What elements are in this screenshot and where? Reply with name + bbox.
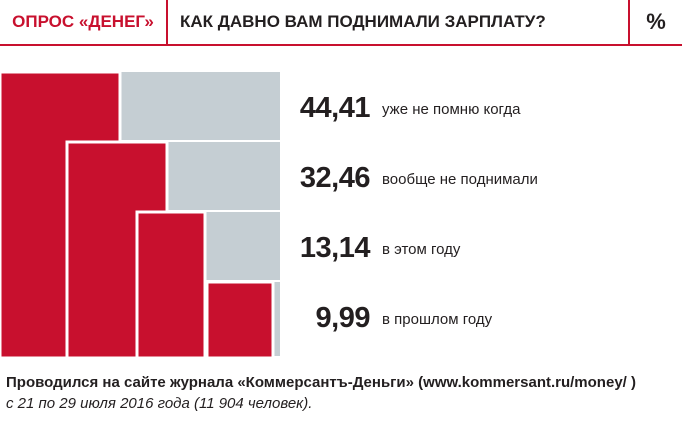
data-label: 44,41 [299,92,371,124]
bar [135,210,207,360]
category-label: в этом году [382,241,461,258]
footnote-source: Проводился на сайте журнала «Коммерсантъ… [6,374,636,391]
data-label: 32,46 [299,162,371,194]
chart-header: ОПРОС «ДЕНЕГ» КАК ДАВНО ВАМ ПОДНИМАЛИ ЗА… [0,0,682,46]
chart-title: КАК ДАВНО ВАМ ПОДНИМАЛИ ЗАРПЛАТУ? [180,12,546,31]
unit-label: % [646,9,666,34]
category-label: уже не помню когда [382,101,521,118]
footnote: Проводился на сайте журнала «Коммерсантъ… [6,372,682,414]
category-label: в прошлом году [382,311,493,328]
survey-label: ОПРОС «ДЕНЕГ» [12,12,154,31]
data-label: 9,99 [315,302,371,334]
data-label: 13,14 [299,232,371,264]
header-separator [628,0,630,44]
header-rule [0,44,682,46]
category-label: вообще не поднимали [382,171,538,188]
bar [205,280,275,360]
footnote-dates: с 21 по 29 июля 2016 года (11 904 челове… [6,395,313,412]
header-separator [166,0,168,44]
